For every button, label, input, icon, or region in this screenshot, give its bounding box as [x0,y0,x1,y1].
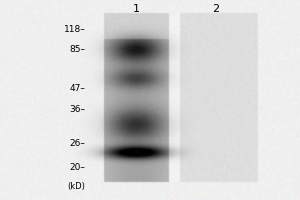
Text: 26–: 26– [70,140,86,148]
Text: 1: 1 [133,4,140,14]
Text: 47–: 47– [70,84,86,93]
Text: (kD): (kD) [68,182,85,192]
Text: 36–: 36– [70,104,86,114]
Text: 118–: 118– [64,24,86,33]
Text: 85–: 85– [70,45,86,53]
Text: 20–: 20– [70,162,86,171]
Text: 2: 2 [212,4,220,14]
